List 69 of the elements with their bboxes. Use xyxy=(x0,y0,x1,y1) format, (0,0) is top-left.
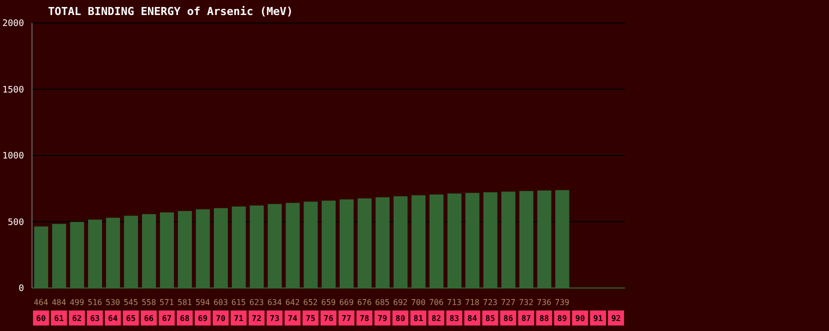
x-tick-label: 73 xyxy=(270,314,280,323)
data-label: 727 xyxy=(500,298,516,307)
x-tick-label: 80 xyxy=(396,314,406,323)
x-tick-label: 91 xyxy=(593,314,604,323)
data-label: 484 xyxy=(52,298,66,307)
data-label: 676 xyxy=(357,298,372,307)
data-label: 669 xyxy=(339,298,354,307)
x-tick-label: 67 xyxy=(162,314,172,323)
x-tick-label: 89 xyxy=(557,314,568,323)
x-tick-label: 74 xyxy=(288,314,298,323)
x-tick-label: 71 xyxy=(234,314,244,323)
data-label: 732 xyxy=(518,298,534,307)
x-tick-label: 62 xyxy=(72,314,82,323)
data-label: 659 xyxy=(321,298,336,307)
y-tick-label: 0 xyxy=(18,284,24,294)
data-label: 685 xyxy=(375,298,390,307)
x-tick-label: 87 xyxy=(521,314,532,323)
data-label: 642 xyxy=(285,298,300,307)
data-label: 736 xyxy=(536,298,552,307)
data-label: 713 xyxy=(447,298,462,307)
x-tick-label: 81 xyxy=(414,314,424,323)
data-label: 594 xyxy=(195,298,210,307)
x-tick-label: 90 xyxy=(575,314,586,323)
y-tick-label: 1000 xyxy=(2,152,24,162)
data-label: 718 xyxy=(465,298,480,307)
x-tick-label: 61 xyxy=(54,314,64,323)
x-tick-label: 63 xyxy=(90,314,100,323)
x-tick-label: 76 xyxy=(324,314,334,323)
x-tick-label: 88 xyxy=(539,314,550,323)
x-tick-label: 75 xyxy=(306,314,316,323)
x-tick-label: 79 xyxy=(378,314,388,323)
data-label: 723 xyxy=(483,298,498,307)
data-label: 581 xyxy=(178,298,192,307)
x-tick-label: 66 xyxy=(144,314,154,323)
x-tick-label: 70 xyxy=(216,314,226,323)
y-tick-label: 2000 xyxy=(2,19,24,30)
x-tick-label: 72 xyxy=(252,314,262,323)
data-label: 652 xyxy=(303,298,318,307)
data-label: 603 xyxy=(213,298,228,307)
x-tick-label: 78 xyxy=(360,314,370,323)
x-tick-label: 77 xyxy=(342,314,352,323)
x-tick-label: 85 xyxy=(485,314,496,323)
data-label: 545 xyxy=(124,298,138,307)
data-label: 615 xyxy=(231,298,246,307)
x-tick-label: 69 xyxy=(198,314,208,323)
data-label: 571 xyxy=(160,298,174,307)
data-label: 623 xyxy=(249,298,264,307)
data-label: 464 xyxy=(34,298,48,307)
x-tick-label: 83 xyxy=(449,314,460,323)
data-label: 706 xyxy=(429,298,444,307)
x-tick-label: 86 xyxy=(503,314,514,323)
data-label: 634 xyxy=(267,298,282,307)
data-label: 516 xyxy=(88,298,102,307)
x-tick-label: 65 xyxy=(126,314,136,323)
data-label: 558 xyxy=(142,298,156,307)
x-tick-label: 82 xyxy=(432,314,442,323)
y-tick-label: 500 xyxy=(8,218,24,228)
x-tick-label: 68 xyxy=(180,314,190,323)
x-tick-label: 60 xyxy=(36,314,46,323)
y-tick-label: 1500 xyxy=(2,85,24,96)
data-label: 530 xyxy=(106,298,120,307)
data-label: 692 xyxy=(393,298,408,307)
data-label: 739 xyxy=(554,298,570,307)
data-label: 499 xyxy=(70,298,84,307)
x-tick-label: 84 xyxy=(467,314,478,323)
x-tick-label: 64 xyxy=(108,314,118,323)
x-tick-label: 92 xyxy=(611,314,622,323)
data-label: 700 xyxy=(411,298,426,307)
chart-title: TOTAL BINDING ENERGY of Arsenic (MeV) xyxy=(48,5,294,18)
